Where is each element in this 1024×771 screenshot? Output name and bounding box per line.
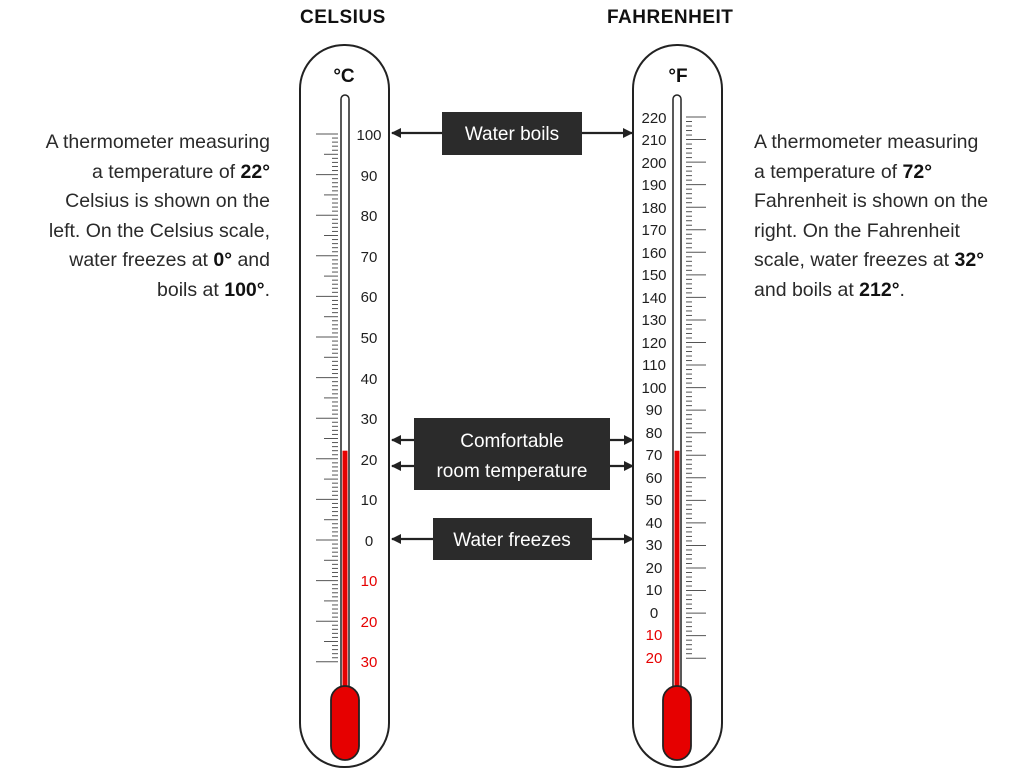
fahrenheit-tick-marks <box>686 116 706 659</box>
fahrenheit-tick-label: 110 <box>642 357 666 374</box>
celsius-tick-label: 100 <box>356 127 381 144</box>
fahrenheit-tick-label: 120 <box>641 335 666 352</box>
water-boils-label: Water boils <box>465 124 559 145</box>
water-freezes-label: Water freezes <box>453 530 571 551</box>
fahrenheit-scale-labels: 220 210 200 190 180 170 160 150 140 130 … <box>641 110 666 667</box>
fahrenheit-tick-label: 50 <box>646 492 663 509</box>
water-boils-label-box <box>442 112 582 155</box>
fahrenheit-tick-label: 150 <box>641 267 666 284</box>
fahrenheit-tick-label: 200 <box>641 155 666 172</box>
fahrenheit-description: A thermometer measuring a temperature of… <box>754 128 988 305</box>
fahrenheit-tick-label: 60 <box>646 470 663 487</box>
fahrenheit-title: FAHRENHEIT <box>607 7 734 28</box>
room-temperature-callout: Comfortable room temperature <box>391 418 634 490</box>
fahrenheit-tick-label: 210 <box>641 132 666 149</box>
celsius-tick-label-negative: 30 <box>361 654 378 671</box>
fahrenheit-tick-label: 70 <box>646 447 663 464</box>
celsius-tick-label: 60 <box>361 289 378 306</box>
fahrenheit-tick-label: 0 <box>650 605 658 622</box>
water-boils-callout: Water boils <box>391 112 633 155</box>
desc-line: a temperature of 22° <box>92 160 270 183</box>
celsius-tick-marks <box>316 133 338 663</box>
celsius-tick-label: 50 <box>361 330 378 347</box>
celsius-scale-labels: 100 90 80 70 60 50 40 30 20 10 0 10 20 3… <box>356 127 381 671</box>
celsius-unit-label: °C <box>333 66 355 87</box>
desc-line: left. On the Celsius scale, <box>48 219 270 242</box>
desc-line: scale, water freezes at 32° <box>754 249 985 271</box>
fahrenheit-tick-label: 140 <box>641 290 666 307</box>
desc-line: A thermometer measuring <box>754 131 979 153</box>
fahrenheit-tick-label: 170 <box>641 222 666 239</box>
fahrenheit-tick-label: 30 <box>646 537 663 554</box>
celsius-tick-label-negative: 20 <box>361 614 378 631</box>
celsius-tick-label-negative: 10 <box>361 573 378 590</box>
celsius-title: CELSIUS <box>300 7 386 28</box>
celsius-tick-label: 70 <box>361 249 378 266</box>
celsius-tick-label: 30 <box>361 411 378 428</box>
fahrenheit-tick-label: 100 <box>641 380 666 397</box>
desc-line: water freezes at 0° and <box>69 249 270 271</box>
fahrenheit-tick-label: 10 <box>646 582 663 599</box>
water-freezes-callout: Water freezes <box>391 518 634 560</box>
fahrenheit-tick-label: 90 <box>646 402 663 419</box>
desc-line: Celsius is shown on the <box>65 190 270 212</box>
desc-line: A thermometer measuring <box>45 131 270 153</box>
desc-line: a temperature of 72° <box>754 160 932 183</box>
celsius-tick-label: 40 <box>361 371 378 388</box>
fahrenheit-tick-label: 20 <box>646 560 663 577</box>
fahrenheit-tick-label: 220 <box>641 110 666 127</box>
fahrenheit-tick-label: 190 <box>641 177 666 194</box>
celsius-tick-label: 80 <box>361 208 378 225</box>
celsius-mercury-column <box>342 450 348 700</box>
room-temp-label-box <box>414 418 610 490</box>
fahrenheit-tick-label-negative: 10 <box>646 627 663 644</box>
water-freezes-label-box <box>433 518 592 560</box>
room-temp-label-line1: Comfortable <box>460 431 564 452</box>
fahrenheit-tick-label: 40 <box>646 515 663 532</box>
celsius-bulb <box>330 685 360 761</box>
fahrenheit-bulb <box>662 685 692 761</box>
desc-line: right. On the Fahrenheit <box>754 219 960 242</box>
desc-line: boils at 100°. <box>157 278 270 301</box>
fahrenheit-tick-label: 130 <box>641 312 666 329</box>
celsius-tick-label: 90 <box>361 168 378 185</box>
fahrenheit-tick-label: 160 <box>641 245 666 262</box>
fahrenheit-tick-label-negative: 20 <box>646 650 663 667</box>
fahrenheit-mercury-column <box>674 450 680 700</box>
celsius-tick-label: 20 <box>361 452 378 469</box>
celsius-tick-label: 10 <box>361 492 378 509</box>
fahrenheit-tick-label: 80 <box>646 425 663 442</box>
desc-line: and boils at 212°. <box>754 278 905 301</box>
celsius-tick-label: 0 <box>365 533 373 550</box>
celsius-description: A thermometer measuring a temperature of… <box>46 128 270 305</box>
fahrenheit-tick-label: 180 <box>641 200 666 217</box>
desc-line: Fahrenheit is shown on the <box>754 190 989 212</box>
fahrenheit-unit-label: °F <box>668 66 687 87</box>
room-temp-label-line2: room temperature <box>436 461 587 482</box>
